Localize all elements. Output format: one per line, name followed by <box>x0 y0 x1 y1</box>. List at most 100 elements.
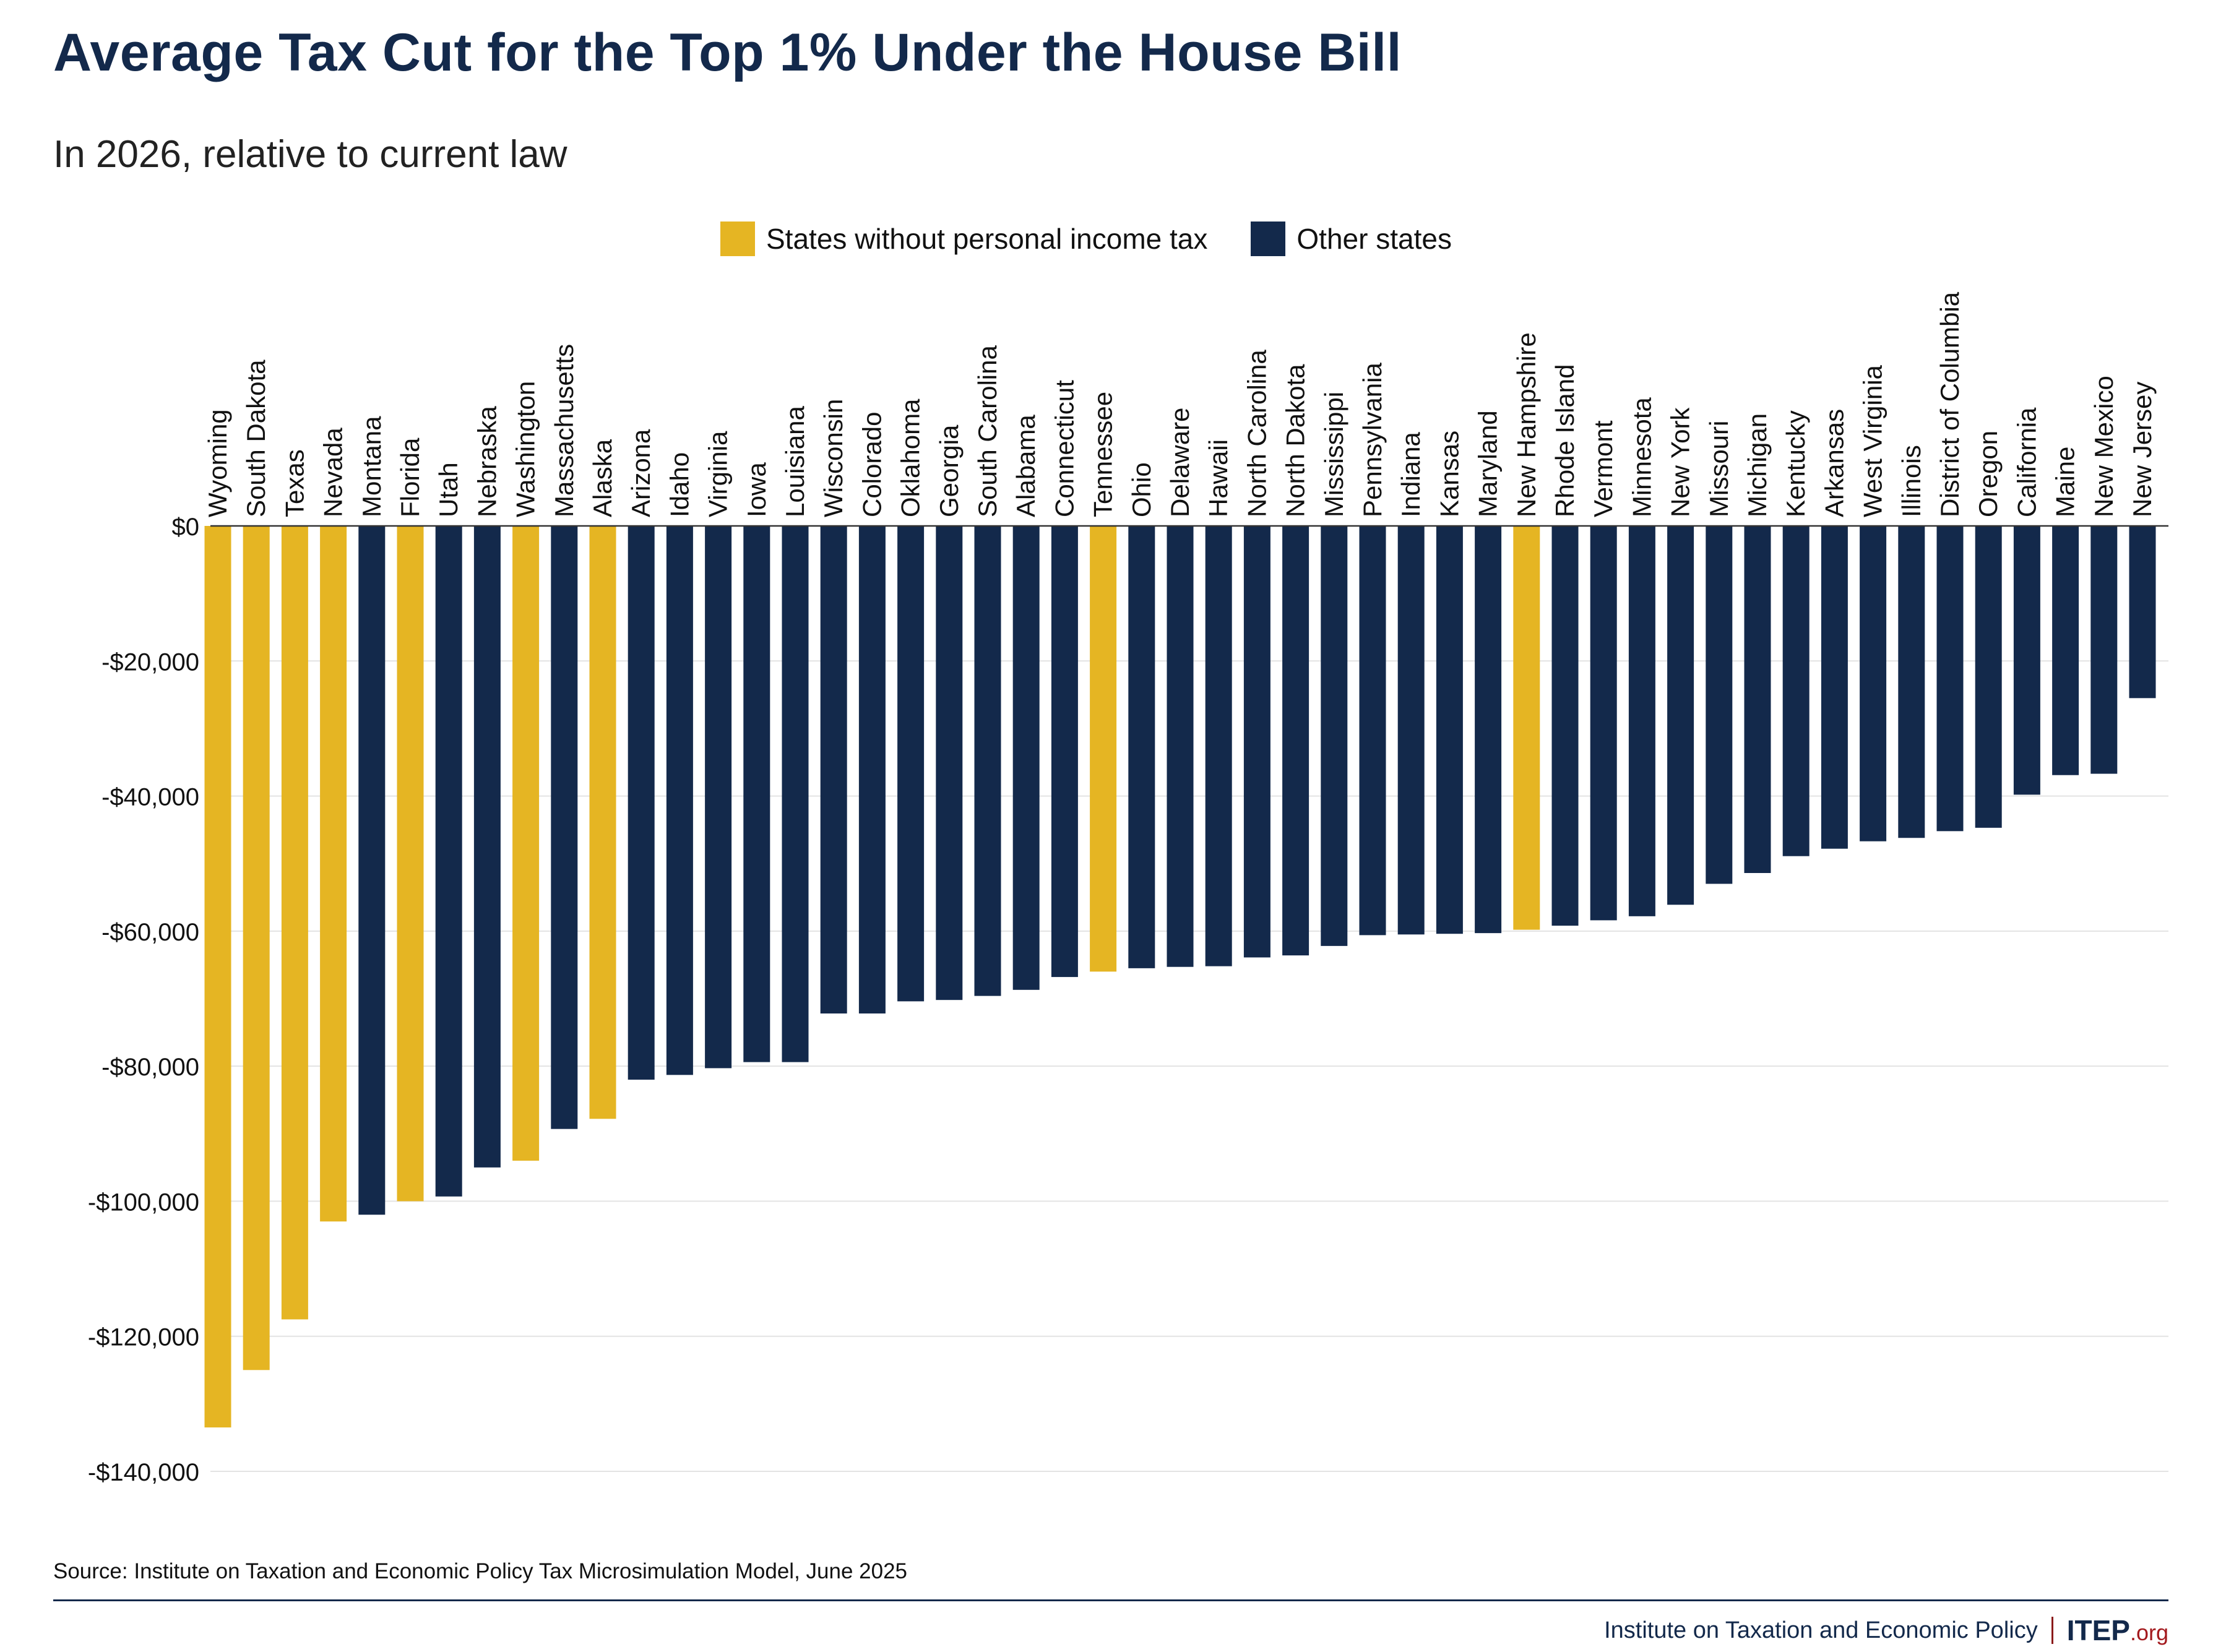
x-category-label: Missouri <box>1704 421 1733 517</box>
x-category-label: West Virginia <box>1858 364 1887 517</box>
x-category-label: Texas <box>280 449 309 517</box>
y-tick-label: $0 <box>172 514 200 541</box>
bar <box>1321 526 1348 946</box>
bar <box>2090 526 2118 774</box>
chart-subtitle: In 2026, relative to current law <box>53 133 567 176</box>
bar <box>1243 526 1270 958</box>
bar <box>1205 526 1232 966</box>
x-category-label: New Hampshire <box>1512 332 1541 517</box>
x-category-label: North Dakota <box>1281 364 1310 517</box>
y-tick-label: -$120,000 <box>88 1324 199 1351</box>
footer-org-name: Institute on Taxation and Economic Polic… <box>1604 1617 2038 1643</box>
source-note: Source: Institute on Taxation and Econom… <box>53 1559 908 1583</box>
x-category-label: New York <box>1666 407 1695 517</box>
bar <box>705 526 732 1069</box>
bar <box>1128 526 1155 968</box>
y-tick-label: -$140,000 <box>88 1459 199 1486</box>
legend-label-other-states: Other states <box>1296 223 1452 255</box>
bar <box>743 526 770 1062</box>
x-category-label: Idaho <box>665 452 694 517</box>
x-category-label: Michigan <box>1743 413 1772 517</box>
x-category-label: Mississippi <box>1319 392 1348 517</box>
x-category-label: California <box>2012 407 2041 517</box>
bar <box>1167 526 1194 967</box>
x-category-label: South Dakota <box>241 359 270 517</box>
x-category-label: Montana <box>357 416 386 517</box>
bar <box>1513 526 1540 930</box>
bar <box>204 526 231 1428</box>
x-category-label: Minnesota <box>1627 397 1656 517</box>
x-category-label: North Carolina <box>1242 350 1271 517</box>
x-category-label: Alabama <box>1011 415 1040 517</box>
bar <box>1898 526 1925 838</box>
bar <box>320 526 347 1222</box>
bar <box>1051 526 1078 978</box>
bar <box>1860 526 1887 841</box>
bar <box>512 526 540 1161</box>
x-category-label: Louisiana <box>780 406 809 517</box>
x-category-label: Utah <box>434 462 463 517</box>
bar <box>1821 526 1848 849</box>
x-category-label: Georgia <box>934 424 964 517</box>
x-category-label: Hawaii <box>1204 439 1233 517</box>
bar <box>1397 526 1425 935</box>
y-tick-label: -$100,000 <box>88 1189 199 1216</box>
bar <box>2013 526 2040 795</box>
bar <box>435 526 462 1197</box>
x-category-label: Massachusetts <box>550 344 579 517</box>
x-category-label: Rhode Island <box>1550 364 1579 517</box>
x-category-label: Wyoming <box>203 409 232 517</box>
itep-logo[interactable]: ITEP.org <box>2067 1614 2168 1647</box>
bar <box>1782 526 1810 856</box>
bar <box>936 526 963 1000</box>
bar <box>782 526 809 1062</box>
bar <box>2129 526 2156 699</box>
bar <box>666 526 693 1075</box>
x-category-label: Oregon <box>1974 431 2003 517</box>
bar <box>1282 526 1309 956</box>
bar <box>1551 526 1579 926</box>
x-category-label: Illinois <box>1897 445 1926 517</box>
bar <box>397 526 424 1202</box>
x-category-label: Alaska <box>588 439 617 517</box>
bar <box>1744 526 1771 873</box>
bar <box>1475 526 1502 934</box>
bar <box>1936 526 1964 832</box>
x-category-label: Iowa <box>742 462 771 517</box>
x-category-label: Vermont <box>1589 420 1618 517</box>
x-category-label: Florida <box>395 437 425 517</box>
bar <box>551 526 578 1129</box>
bar <box>1359 526 1386 936</box>
x-category-label: Colorado <box>857 412 886 517</box>
logo-main-text: ITEP <box>2066 1614 2130 1646</box>
bar <box>281 526 308 1320</box>
x-category-label: District of Columbia <box>1935 291 1964 517</box>
x-category-label: Virginia <box>704 431 733 517</box>
x-category-label: Connecticut <box>1050 380 1079 517</box>
logo-tld-text: .org <box>2129 1620 2168 1645</box>
bar <box>2052 526 2079 775</box>
x-category-label: Arkansas <box>1819 409 1848 517</box>
bar <box>974 526 1001 996</box>
x-category-label: South Carolina <box>973 345 1002 517</box>
bar <box>358 526 386 1215</box>
footer: Institute on Taxation and Economic Polic… <box>1604 1609 2168 1652</box>
legend-item-other-states: Other states <box>1251 222 1452 256</box>
bar <box>1628 526 1655 916</box>
footer-separator <box>2051 1617 2053 1644</box>
x-category-label: Delaware <box>1165 408 1194 517</box>
legend-swatch-other-states <box>1251 222 1286 256</box>
x-category-label: Washington <box>511 381 540 517</box>
x-category-label: New Mexico <box>2089 376 2118 517</box>
legend-item-no-income-tax: States without personal income tax <box>720 222 1207 256</box>
x-category-label: Maryland <box>1473 410 1503 517</box>
legend-swatch-no-income-tax <box>720 222 755 256</box>
bar <box>1436 526 1463 934</box>
bar <box>1667 526 1694 905</box>
bar <box>1706 526 1733 884</box>
x-category-label: New Jersey <box>2128 382 2157 517</box>
x-category-label: Tennessee <box>1089 392 1118 517</box>
bar <box>1975 526 2002 828</box>
x-category-label: Arizona <box>626 429 655 517</box>
